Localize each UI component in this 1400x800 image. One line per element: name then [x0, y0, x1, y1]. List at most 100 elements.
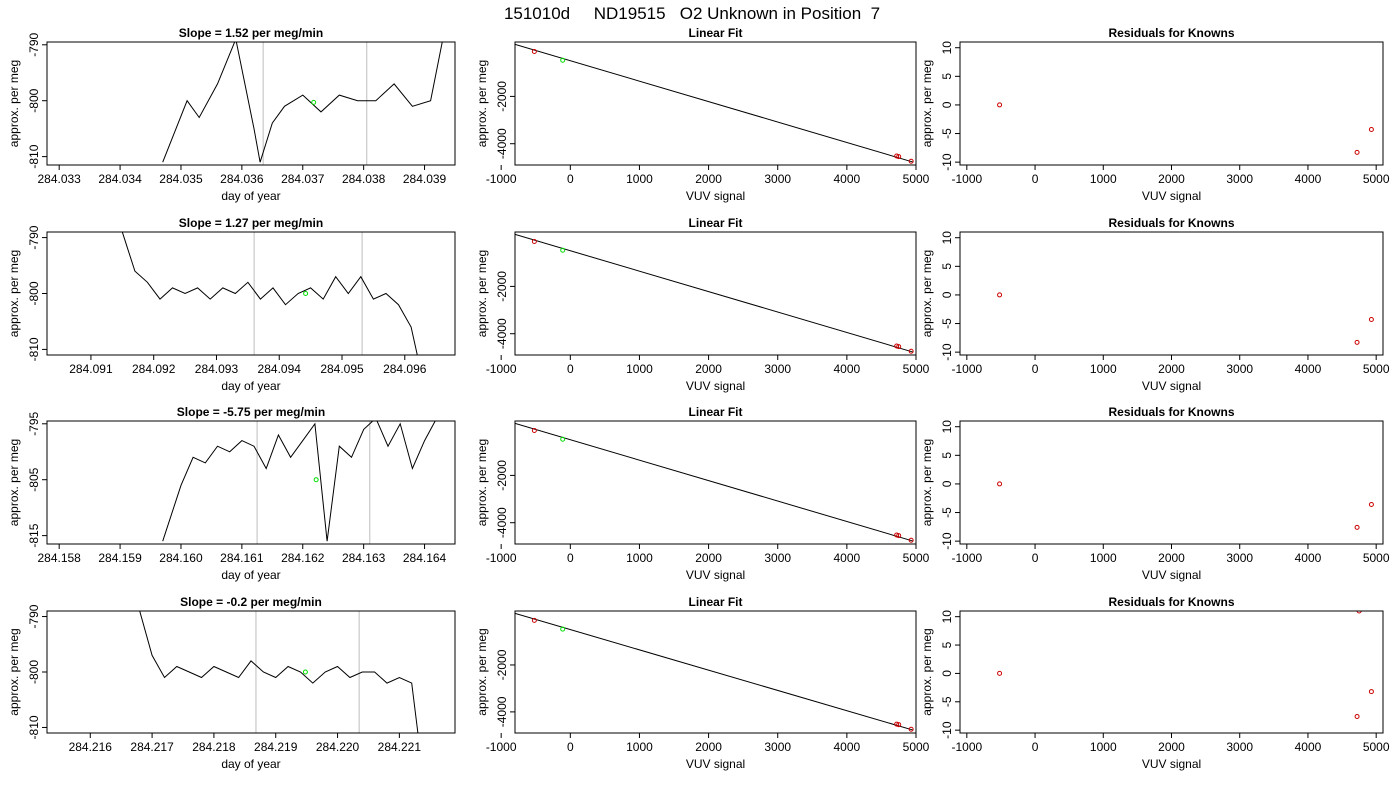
residual-point	[997, 292, 1003, 298]
x-tick-label: 0	[567, 740, 574, 754]
known-point	[894, 343, 900, 349]
x-tick-label: 284.035	[159, 172, 203, 186]
x-tick-label: 284.216	[69, 740, 113, 754]
panel-title: Linear Fit	[688, 405, 742, 419]
x-tick-label: 3000	[1226, 362, 1253, 376]
fit-line	[515, 43, 913, 163]
y-tick-label: -805	[27, 467, 41, 491]
x-tick-label: 5000	[1363, 740, 1390, 754]
y-axis-label: approx. per meg	[7, 250, 21, 337]
y-axis-label: approx. per meg	[475, 439, 489, 526]
x-axis-label: VUV signal	[1142, 757, 1201, 771]
y-axis-label: approx. per meg	[7, 60, 21, 147]
series-line	[139, 611, 419, 733]
unknown-point	[302, 669, 308, 675]
residual-point	[997, 670, 1003, 676]
x-tick-label: 3000	[764, 362, 791, 376]
y-tick-label: -10	[940, 532, 954, 550]
panel-title: Linear Fit	[688, 595, 742, 609]
y-tick-label: -5	[940, 128, 954, 139]
x-tick-label: 3000	[1226, 551, 1253, 565]
residual-point	[1356, 611, 1362, 614]
y-tick-label: 10	[940, 420, 954, 434]
plot-frame	[959, 231, 1384, 356]
x-axis-label: VUV signal	[686, 568, 745, 582]
x-tick-label: 5000	[903, 551, 930, 565]
y-tick-label: -4000	[495, 507, 509, 538]
x-tick-label: 284.160	[159, 551, 203, 565]
unknown-point	[560, 57, 566, 63]
x-tick-label: -1000	[486, 551, 517, 565]
y-tick-label: -2000	[495, 460, 509, 491]
y-tick-label: -4000	[495, 128, 509, 159]
y-tick-label: 5	[940, 452, 954, 459]
known-point	[896, 154, 902, 160]
y-tick-label: 5	[940, 73, 954, 80]
known-point	[908, 726, 914, 732]
known-point	[894, 153, 900, 159]
y-tick-label: -2000	[495, 271, 509, 302]
x-tick-label: 284.158	[37, 551, 81, 565]
y-tick-label: -790	[27, 32, 41, 56]
x-axis-label: VUV signal	[686, 757, 745, 771]
x-tick-label: 0	[1032, 551, 1039, 565]
x-tick-label: 1000	[1090, 551, 1117, 565]
y-tick-label: 10	[940, 610, 954, 624]
residual-point	[1354, 339, 1360, 345]
panel-fit-2: Linear Fit -1000 0 1000 2000 3000 4000 5000 -200…	[475, 405, 930, 582]
known-point	[894, 721, 900, 727]
y-tick-label: -800	[27, 88, 41, 112]
plot-area	[997, 611, 1374, 720]
x-axis-label: day of year	[221, 379, 280, 393]
y-tick-label: 10	[940, 41, 954, 55]
plot-frame	[46, 610, 456, 734]
x-axis-label: VUV signal	[1142, 568, 1201, 582]
x-tick-label: 1000	[1090, 740, 1117, 754]
x-tick-label: 0	[567, 551, 574, 565]
x-tick-label: 0	[567, 172, 574, 186]
fit-line	[515, 422, 913, 542]
residual-point	[1368, 502, 1374, 508]
x-tick-label: -1000	[951, 551, 982, 565]
x-tick-label: 284.037	[281, 172, 325, 186]
x-tick-label: 2000	[1158, 551, 1185, 565]
x-tick-label: 284.034	[98, 172, 142, 186]
x-tick-label: 4000	[834, 740, 861, 754]
unknown-point	[560, 436, 566, 442]
x-tick-label: 2000	[695, 740, 722, 754]
fit-line	[515, 612, 913, 731]
y-axis-label: approx. per meg	[920, 250, 934, 337]
unknown-point	[303, 291, 309, 296]
x-tick-label: 4000	[834, 362, 861, 376]
x-tick-label: 284.221	[378, 740, 422, 754]
panel-residuals-3: Residuals for Knowns -1000 0 1000 2000 3000 40…	[920, 595, 1390, 771]
residual-point	[1368, 317, 1374, 323]
y-tick-label: 0	[940, 480, 954, 487]
y-axis-label: approx. per meg	[920, 60, 934, 147]
series-line	[162, 42, 443, 163]
x-tick-label: 284.093	[195, 362, 239, 376]
unknown-point	[560, 247, 566, 253]
plot-area	[162, 421, 436, 544]
plot-area	[997, 102, 1374, 155]
x-tick-label: 1000	[1090, 172, 1117, 186]
x-tick-label: 0	[1032, 740, 1039, 754]
x-tick-label: 2000	[1158, 740, 1185, 754]
x-tick-label: 0	[1032, 362, 1039, 376]
x-tick-label: 0	[1032, 172, 1039, 186]
x-tick-label: 284.092	[132, 362, 176, 376]
x-tick-label: 284.036	[220, 172, 264, 186]
plot-frame	[959, 610, 1384, 734]
panel-title: Slope = 1.52 per meg/min	[179, 26, 323, 40]
y-tick-label: -10	[940, 721, 954, 739]
x-tick-label: 3000	[1226, 172, 1253, 186]
panel-residuals-0: Residuals for Knowns -1000 0 1000 2000 3000 40…	[920, 26, 1390, 203]
x-tick-label: 5000	[903, 740, 930, 754]
x-tick-label: 4000	[834, 172, 861, 186]
plot-frame	[46, 41, 456, 166]
x-tick-label: 3000	[1226, 740, 1253, 754]
y-tick-label: -4000	[495, 696, 509, 727]
x-tick-label: 3000	[764, 551, 791, 565]
x-tick-label: 284.039	[403, 172, 447, 186]
